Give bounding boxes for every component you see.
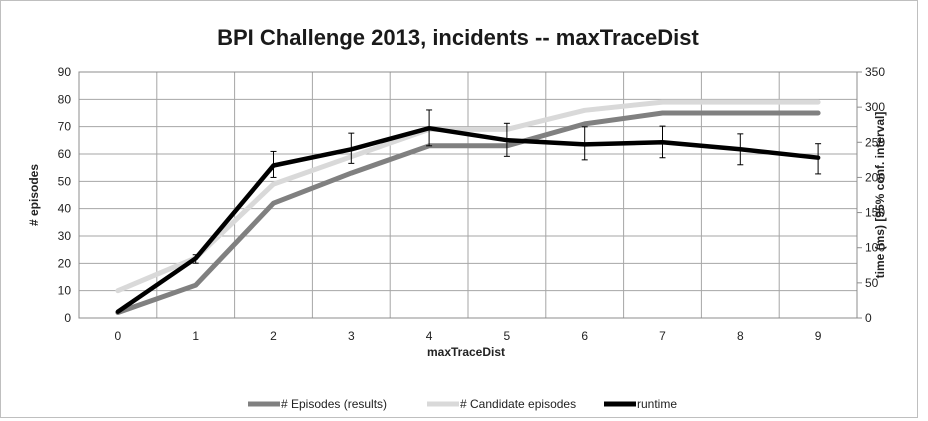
legend: # Episodes (results) # Candidate episodes… — [248, 397, 677, 411]
x-tick-label: 1 — [192, 329, 199, 343]
legend-item: # Episodes (results) — [248, 397, 387, 411]
x-tick-label: 2 — [270, 329, 277, 343]
series-line-0 — [115, 110, 821, 315]
y2-tick-label: 300 — [865, 100, 885, 114]
x-tick-label: 4 — [426, 329, 433, 343]
legend-label: runtime — [637, 397, 677, 411]
x-tick-label: 5 — [504, 329, 511, 343]
error-bar — [737, 133, 744, 166]
y-tick-label: 20 — [58, 256, 72, 270]
axes: 0102030405060708090050100150200250300350… — [58, 65, 886, 343]
error-bar — [659, 125, 666, 159]
error-bar — [581, 126, 588, 161]
y2-tick-label: 50 — [865, 276, 879, 290]
chart-title: BPI Challenge 2013, incidents -- maxTrac… — [217, 25, 699, 50]
error-bar — [192, 254, 199, 264]
y2-tick-label: 150 — [865, 206, 885, 220]
y-tick-label: 10 — [58, 284, 72, 298]
error-bar — [348, 132, 355, 164]
y-tick-label: 30 — [58, 229, 72, 243]
plot-area-border — [78, 71, 858, 319]
y2-tick-label: 100 — [865, 241, 885, 255]
y-tick-label: 60 — [58, 147, 72, 161]
error-bar — [815, 143, 822, 175]
error-bar — [426, 109, 433, 147]
x-tick-label: 8 — [737, 329, 744, 343]
y2-axis-title: time (ms) [95% conf. interval] — [873, 112, 887, 279]
legend-label: # Episodes (results) — [281, 397, 387, 411]
series — [115, 99, 822, 315]
error-bar — [503, 122, 510, 157]
x-tick-label: 7 — [659, 329, 666, 343]
x-tick-label: 0 — [115, 329, 122, 343]
y2-tick-label: 200 — [865, 170, 885, 184]
legend-item: # Candidate episodes — [427, 397, 576, 411]
y-tick-label: 70 — [58, 120, 72, 134]
x-tick-label: 9 — [815, 329, 822, 343]
y-tick-label: 0 — [64, 311, 71, 325]
x-tick-label: 3 — [348, 329, 355, 343]
grid — [78, 71, 858, 319]
x-tick-label: 6 — [581, 329, 588, 343]
legend-item: runtime — [604, 397, 677, 411]
y-axis-title: # episodes — [27, 164, 41, 226]
y-tick-label: 80 — [58, 92, 72, 106]
x-axis-title: maxTraceDist — [427, 345, 505, 359]
y-tick-label: 50 — [58, 174, 72, 188]
error-bar — [270, 150, 277, 178]
y-tick-label: 90 — [58, 65, 72, 79]
y-tick-label: 40 — [58, 202, 72, 216]
legend-label: # Candidate episodes — [460, 397, 576, 411]
y2-tick-label: 250 — [865, 135, 885, 149]
series-line-1 — [115, 99, 821, 294]
y2-tick-label: 0 — [865, 311, 872, 325]
y2-tick-label: 350 — [865, 65, 885, 79]
series-line-2 — [115, 125, 821, 314]
